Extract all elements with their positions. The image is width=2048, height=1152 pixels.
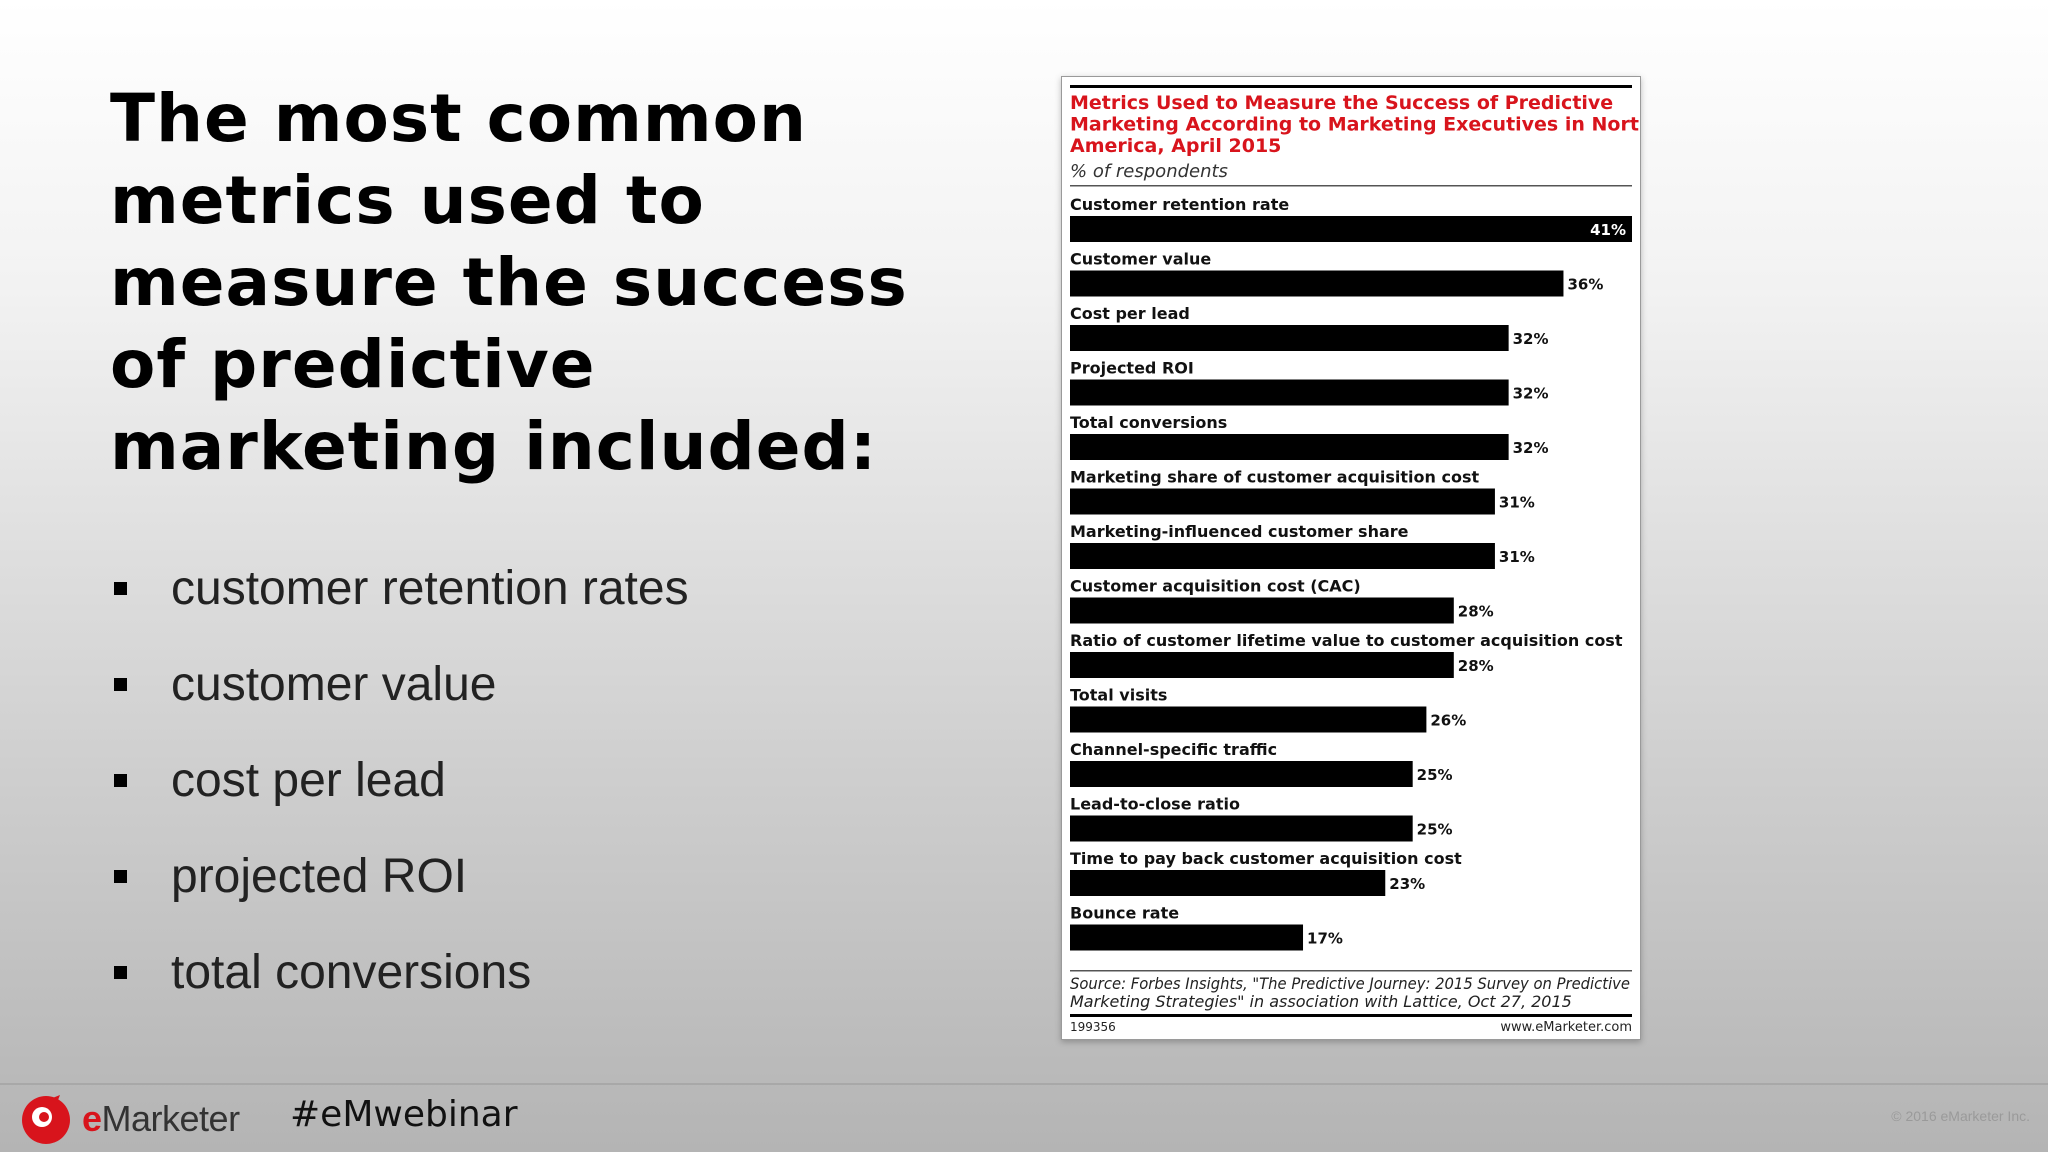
chart-website: www.eMarketer.com [1500,1020,1632,1035]
bar [1070,434,1509,460]
chart-source-line: Marketing Strategies" in association wit… [1070,992,1572,1011]
bar [1070,543,1495,569]
footer-divider [0,1083,2048,1085]
category-label: Customer value [1070,250,1211,269]
category-label: Lead-to-close ratio [1070,795,1240,814]
bullet-text: total conversions [171,945,532,999]
bar-value-label: 23% [1389,875,1425,893]
bullet-item: cost per lead [110,732,1010,828]
bullet-item: projected ROI [110,828,1010,924]
bar-value-label: 32% [1513,330,1549,348]
category-label: Time to pay back customer acquisition co… [1070,849,1462,868]
square-bullet-icon [114,869,127,883]
slide-title: The most common metrics used to measure … [110,80,908,485]
bar-value-label: 41% [1590,221,1626,239]
bar [1070,815,1413,842]
bullet-text: projected ROI [171,849,468,903]
bar-value-label: 31% [1499,548,1535,566]
chart-bottom-rule [1070,1014,1632,1017]
chart-source-line: Source: Forbes Insights, "The Predictive… [1070,974,1630,993]
category-label: Total visits [1070,686,1167,705]
chart-source-rule [1070,970,1632,972]
bar-value-label: 28% [1458,603,1494,621]
bullet-text: customer value [171,657,497,711]
bullet-text: cost per lead [171,753,446,807]
bar [1070,597,1454,624]
bar [1070,870,1386,896]
chart-subtitle: % of respondents [1070,161,1228,182]
copyright-notice: © 2016 eMarketer Inc. [1891,1108,2030,1124]
bar [1070,488,1495,515]
category-label: Channel-specific traffic [1070,740,1277,759]
logo-wordmark-prefix: e [82,1098,102,1139]
bar-chart: Metrics Used to Measure the Success of P… [1070,85,1640,1035]
bar [1070,652,1454,678]
chart-top-rule [1070,85,1632,88]
bar-value-label: 32% [1513,439,1549,457]
category-label: Projected ROI [1070,359,1194,378]
category-label: Marketing share of customer acquisition … [1070,468,1479,487]
chart-card: Metrics Used to Measure the Success of P… [1061,76,1641,1040]
bar [1070,761,1413,787]
category-label: Cost per lead [1070,304,1190,323]
bar-value-label: 17% [1307,930,1343,948]
bullet-text: customer retention rates [171,561,689,615]
bullet-item: total conversions [110,924,1010,1020]
bar [1070,270,1564,297]
bar [1070,216,1632,242]
category-label: Ratio of customer lifetime value to cust… [1070,631,1623,650]
bar-value-label: 31% [1499,494,1535,512]
category-label: Marketing-influenced customer share [1070,522,1409,541]
bullet-item: customer retention rates [110,540,1010,636]
bar [1070,325,1509,351]
category-label: Bounce rate [1070,904,1179,923]
bar-value-label: 25% [1417,766,1453,784]
category-label: Total conversions [1070,413,1227,432]
bullet-list: customer retention rates customer value … [110,540,1010,1020]
webinar-hashtag: #eMwebinar [290,1094,518,1135]
bar-value-label: 32% [1513,385,1549,403]
chart-id: 199356 [1070,1020,1116,1034]
bar [1070,924,1304,951]
emarketer-logo[interactable]: eMarketer [20,1092,240,1146]
square-bullet-icon [114,581,127,595]
chart-subtitle-rule [1070,185,1632,187]
category-label: Customer retention rate [1070,195,1289,214]
square-bullet-icon [114,773,127,787]
bar-value-label: 25% [1417,821,1453,839]
bar-value-label: 28% [1458,657,1494,675]
bar-value-label: 36% [1567,276,1603,294]
bullet-item: customer value [110,636,1010,732]
chart-title-line: Marketing According to Marketing Executi… [1070,114,1640,136]
logo-wordmark: eMarketer [82,1098,240,1140]
emarketer-logo-icon [22,1095,70,1144]
bar-value-label: 26% [1430,712,1466,730]
chart-title-line: Metrics Used to Measure the Success of P… [1070,92,1613,114]
square-bullet-icon [114,677,127,691]
bar [1070,379,1509,406]
chart-title-line: America, April 2015 [1070,135,1281,157]
logo-wordmark-text: Marketer [101,1098,241,1139]
square-bullet-icon [114,965,127,979]
bar [1070,706,1427,733]
category-label: Customer acquisition cost (CAC) [1070,577,1361,596]
